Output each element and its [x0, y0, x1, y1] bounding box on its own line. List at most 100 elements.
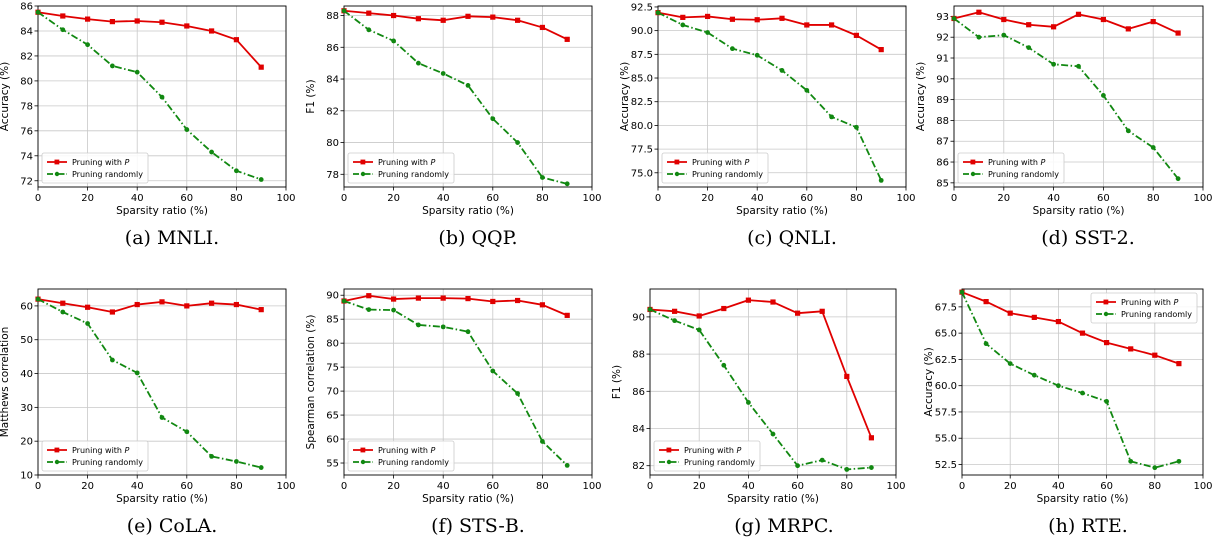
data-point-pruning-with-p: [1104, 339, 1110, 346]
data-point-pruning-randomly: [564, 181, 570, 187]
x-axis-label: Sparsity ratio (%): [422, 205, 514, 217]
series-line-pruning-with-p: [961, 291, 1180, 365]
data-point-pruning-with-p: [440, 295, 446, 301]
data-point-pruning-randomly: [366, 27, 372, 33]
x-tick-label: 40: [742, 481, 755, 492]
chart-2: 0 20 40 60 80 100 75.0 77.5 80.0 82.5 85.0 87.5 90.0…: [619, 2, 916, 217]
x-tick-label: 100: [886, 481, 905, 492]
y-tick-label: 20: [20, 437, 33, 448]
x-tick-label: 0: [959, 481, 965, 492]
data-point-pruning-randomly: [184, 127, 190, 132]
series-line-pruning-randomly: [657, 11, 883, 181]
x-tick-label: 40: [131, 481, 144, 492]
data-point-pruning-with-p: [465, 295, 471, 302]
data-point-pruning-with-p: [745, 297, 751, 303]
data-point-pruning-with-p: [134, 18, 140, 24]
data-point-pruning-with-p: [159, 299, 165, 305]
y-tick-label: 40: [20, 369, 33, 380]
y-tick-label: 85.0: [631, 74, 653, 85]
data-point-pruning-randomly: [85, 42, 90, 48]
plot-frame: [649, 288, 897, 476]
data-point-pruning-with-p: [819, 308, 825, 314]
x-tick-label: 0: [341, 193, 347, 204]
legend: Pruning with P Pruning randomly: [957, 152, 1065, 184]
series-line-pruning-with-p: [37, 298, 262, 313]
y-tick-label: 74: [20, 151, 33, 162]
legend-label: Pruning with P: [692, 158, 750, 167]
y-tick-label: 88: [632, 350, 645, 361]
x-tick-label: 80: [230, 193, 243, 204]
x-tick-label: 100: [1193, 481, 1212, 492]
data-point-pruning-randomly: [959, 289, 965, 295]
legend-marker: [54, 171, 60, 177]
legend-label: Pruning randomly: [684, 458, 755, 467]
data-point-pruning-randomly: [366, 307, 372, 313]
legend-label: Pruning with P: [72, 446, 130, 455]
y-tick-label: 82: [326, 106, 339, 117]
y-tick-label: 67.5: [935, 302, 957, 313]
series-line-pruning-randomly: [37, 298, 262, 469]
data-point-pruning-randomly: [779, 68, 785, 73]
legend-box: [661, 152, 769, 184]
y-tick-label: 77.5: [631, 145, 653, 156]
data-point-pruning-with-p: [1100, 16, 1106, 23]
data-point-pruning-randomly: [878, 177, 884, 183]
data-point-pruning-with-p: [109, 309, 115, 315]
data-point-pruning-randomly: [490, 116, 496, 122]
data-point-pruning-randomly: [1001, 32, 1007, 38]
legend: Pruning with P Pruning randomly: [1090, 292, 1198, 324]
y-tick-label: 80: [326, 138, 339, 149]
chart-caption: (h) RTE.: [1048, 515, 1128, 537]
data-point-pruning-with-p: [1055, 318, 1061, 325]
series-line-pruning-randomly: [961, 291, 1180, 469]
data-point-pruning-randomly: [754, 52, 760, 58]
data-point-pruning-randomly: [647, 307, 653, 312]
data-point-pruning-randomly: [209, 149, 215, 155]
legend-label: Pruning randomly: [378, 170, 449, 179]
data-point-pruning-with-p: [159, 19, 165, 25]
data-point-pruning-with-p: [770, 299, 776, 305]
y-tick-label: 60.0: [935, 381, 957, 392]
y-axis-label: Accuracy (%): [923, 347, 935, 416]
data-point-pruning-with-p: [853, 32, 859, 38]
data-point-pruning-randomly: [540, 175, 545, 180]
x-tick-label: 20: [387, 481, 400, 492]
y-tick-label: 65: [326, 411, 339, 422]
x-tick-label: 60: [486, 193, 499, 204]
x-axis-label: Sparsity ratio (%): [422, 493, 514, 505]
plot-frame: [657, 5, 907, 188]
y-tick-label: 55.0: [935, 434, 957, 445]
y-tick-label: 89: [936, 95, 949, 106]
legend: Pruning with P Pruning randomly: [653, 440, 761, 472]
x-tick-label: 100: [896, 193, 915, 204]
chart-3: 0 20 40 60 80 100 85 86 87 88 89 90 91 92 93 Sparsity r…: [915, 5, 1212, 217]
series-line-pruning-randomly: [649, 308, 872, 471]
y-axis-label: Accuracy (%): [619, 62, 631, 131]
data-point-pruning-randomly: [1076, 63, 1081, 69]
x-tick-label: 100: [1193, 193, 1212, 204]
data-point-pruning-randomly: [1152, 465, 1158, 471]
legend-marker: [674, 159, 680, 165]
y-tick-label: 90: [936, 74, 949, 85]
data-point-pruning-with-p: [1128, 346, 1134, 352]
data-point-pruning-with-p: [564, 36, 570, 42]
data-point-pruning-randomly: [110, 357, 115, 363]
data-point-pruning-randomly: [1176, 458, 1182, 464]
data-point-pruning-randomly: [1007, 361, 1013, 367]
legend-box: [41, 152, 149, 184]
data-point-pruning-randomly: [110, 63, 115, 69]
x-tick-label: 100: [276, 481, 295, 492]
legend-label: Pruning randomly: [72, 170, 143, 179]
x-axis-label: Sparsity ratio (%): [116, 493, 208, 505]
x-tick-label: 20: [1004, 481, 1017, 492]
chart-caption: (f) STS-B.: [431, 515, 525, 537]
y-tick-label: 90: [326, 291, 339, 302]
series-line-pruning-with-p: [343, 9, 568, 41]
data-point-pruning-with-p: [1150, 19, 1156, 25]
legend-box: [653, 440, 761, 472]
data-point-pruning-randomly: [540, 439, 545, 444]
x-tick-label: 80: [1147, 193, 1160, 204]
legend-label: Pruning with P: [684, 446, 742, 455]
data-point-pruning-with-p: [844, 373, 850, 380]
data-point-pruning-with-p: [754, 17, 760, 23]
